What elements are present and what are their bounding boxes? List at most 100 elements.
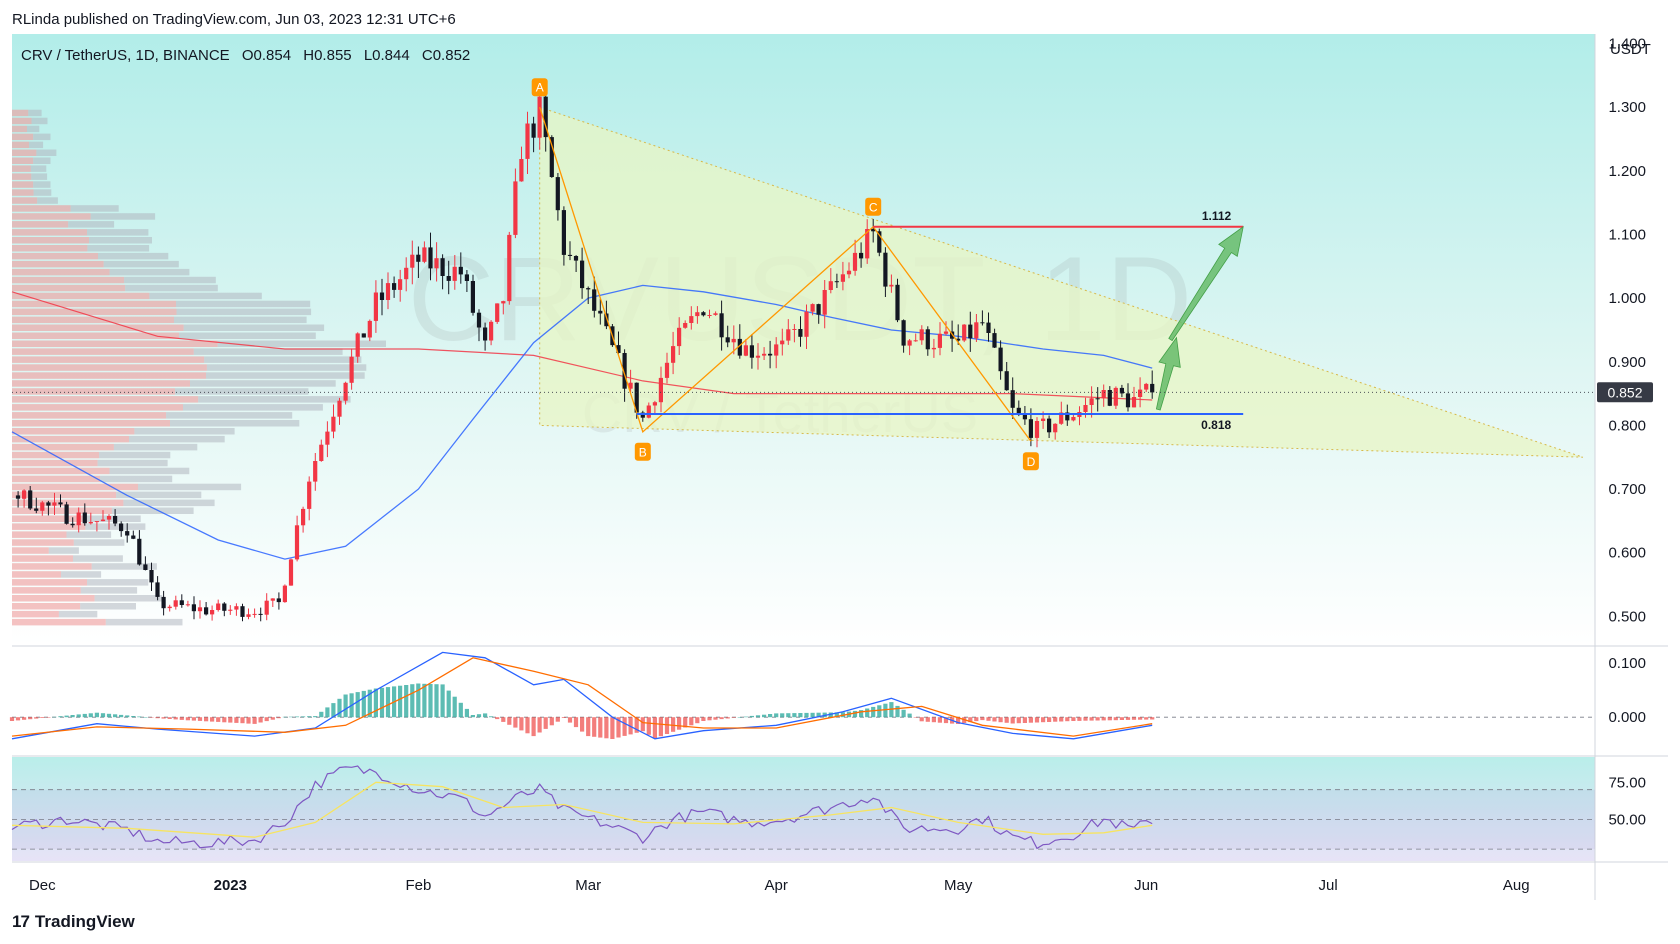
macd-indicator [9,651,1595,740]
macd-histogram-bar [792,713,797,718]
price-levels[interactable]: 1.112 0.818 [636,209,1244,432]
macd-histogram-bar [604,717,609,739]
macd-histogram-bar [343,694,348,718]
price-tick-label: 1.300 [1608,99,1646,116]
macd-histogram-bar [592,717,597,737]
macd-histogram-bar [1004,717,1009,723]
volume-profile-bar-up [12,443,114,451]
macd-histogram-bar [755,715,761,718]
macd-histogram-bar [204,717,209,722]
volume-profile-bar-down [61,571,102,578]
macd-histogram-bar [1010,717,1015,724]
macd-histogram-bar [877,705,882,718]
candle-body [337,400,342,417]
candle-body [398,279,403,290]
macd-histogram-bar [252,717,257,724]
candle-body [968,324,973,339]
candle-body [543,96,548,138]
volume-profile-bar-down [174,316,307,324]
macd-histogram-bar [865,708,870,718]
macd-histogram-bar [1144,717,1149,720]
volume-profile-bar-up [12,428,135,435]
macd-histogram-bar [470,715,475,718]
candle-body [519,159,524,182]
volume-profile-bar-down [33,189,52,196]
macd-histogram-bar [319,711,324,718]
macd-histogram-bar [40,717,45,718]
candle-body [640,412,645,418]
time-tick-label: Jun [1134,877,1158,894]
volume-profile-bar-down [109,467,190,475]
macd-histogram-bar [1138,717,1143,720]
macd-histogram-bar [167,717,172,719]
macd-histogram-bar [404,685,409,718]
macd-histogram-bar [258,717,263,723]
macd-histogram-bar [325,707,330,718]
candle-body [719,313,724,338]
macd-histogram-bar [337,698,342,718]
candlestick-series [15,82,1155,622]
volume-profile-bar-up [12,515,83,522]
projection-arrows[interactable] [1155,225,1244,411]
macd-histogram-bar [416,683,421,718]
candle-body [852,252,858,271]
macd-histogram-bar [1089,717,1094,721]
volume-profile-bar-up [12,141,30,149]
macd-histogram-bar [106,713,112,718]
candle-body [816,304,821,315]
candle-body [774,344,779,356]
candle-body [913,340,918,342]
point-d-badge [1022,452,1039,471]
price-tick-label: 0.500 [1608,608,1646,625]
candle-body [355,333,360,357]
volume-profile-bar-down [100,475,173,483]
candle-body [1059,412,1064,424]
macd-histogram-bar [901,709,906,718]
point-b-badge [634,442,651,461]
candle-body [834,281,839,283]
macd-histogram-bar [749,715,754,718]
macd-histogram-bar [434,684,439,718]
volume-profile-bar-down [193,348,343,355]
macd-histogram-bar [852,710,858,718]
candle-body [464,274,469,281]
candle-body [768,353,773,356]
volume-profile-bar-up [12,221,69,228]
macd-histogram-bar [398,685,403,718]
candle-body [373,292,378,321]
candle-body [677,327,682,347]
macd-histogram-bar [919,717,924,722]
macd-histogram-bar [131,716,136,718]
symmetrical-triangle[interactable] [539,106,1584,458]
candle-body [325,431,330,445]
candle-body [246,614,251,617]
candle-body [1113,387,1118,406]
rsi-tick-label: 50.00 [1608,811,1646,828]
candle-body [507,234,512,302]
macd-histogram-bar [161,717,166,719]
macd-histogram-bar [76,714,81,718]
volume-profile-bar-up [12,316,174,324]
point-b-label: B [639,445,647,459]
volume-profile-bar-down [198,396,351,403]
macd-histogram-bar [664,717,670,734]
macd-histogram-bar [216,717,221,722]
candle-body [598,310,603,314]
candle-body [434,258,439,269]
volume-profile-bar-down [217,340,386,347]
candle-body [301,508,306,526]
tradingview-brand[interactable]: 17 TradingView [12,912,135,932]
candle-body [1144,383,1149,390]
candle-body [88,522,93,524]
candle-body [204,607,209,615]
candle-body [1034,421,1040,438]
volume-profile-bar-down [90,213,156,220]
volume-profile-bar-up [12,308,177,316]
time-tick-label: Aug [1503,877,1530,894]
candle-body [222,603,227,611]
symbol-legend[interactable]: CRV / TetherUS, 1D, BINANCE O0.854 H0.85… [21,47,470,64]
macd-histogram-bar [701,717,706,721]
abcd-pattern[interactable]: A B C D [531,78,1039,471]
candle-body [143,564,148,570]
